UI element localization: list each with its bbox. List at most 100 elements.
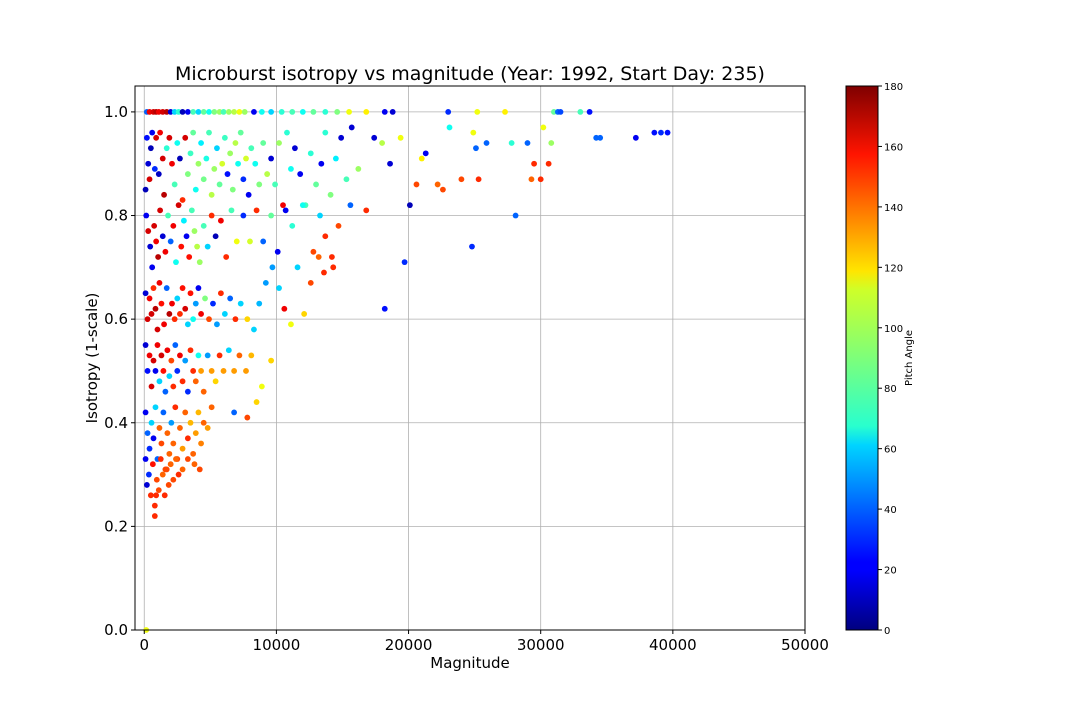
data-point xyxy=(162,248,169,255)
data-point xyxy=(268,357,275,364)
data-point xyxy=(167,238,174,245)
data-point xyxy=(153,492,160,499)
data-point xyxy=(597,134,604,141)
data-point xyxy=(192,300,199,307)
data-point xyxy=(155,254,162,260)
data-point xyxy=(228,207,235,214)
data-point xyxy=(159,233,166,240)
data-point xyxy=(278,109,285,115)
data-point xyxy=(406,202,413,209)
data-point xyxy=(172,342,179,348)
data-point xyxy=(224,171,231,177)
data-point xyxy=(502,109,508,115)
data-point xyxy=(200,176,207,183)
x-axis-label: Magnitude xyxy=(430,654,509,672)
data-point xyxy=(198,311,204,317)
data-point xyxy=(280,202,286,209)
data-point xyxy=(220,109,227,115)
data-point xyxy=(152,404,159,411)
data-point xyxy=(142,409,149,416)
data-point xyxy=(153,238,160,245)
data-point xyxy=(236,352,243,359)
data-point xyxy=(145,228,152,234)
data-point xyxy=(236,109,243,115)
colorbar-tick-label: 80 xyxy=(884,384,897,395)
data-point xyxy=(208,212,215,219)
data-point xyxy=(179,378,186,385)
data-point xyxy=(150,357,157,364)
data-point xyxy=(268,212,275,219)
data-point xyxy=(248,352,255,359)
data-point xyxy=(157,456,164,462)
data-point xyxy=(195,409,202,416)
data-point xyxy=(186,254,193,260)
data-point xyxy=(243,155,249,162)
data-point xyxy=(470,129,477,136)
data-point xyxy=(318,160,325,167)
data-point xyxy=(180,217,187,224)
data-point xyxy=(241,109,248,115)
data-point xyxy=(577,109,584,115)
data-point xyxy=(184,388,191,395)
data-point xyxy=(212,378,219,385)
data-point xyxy=(214,321,220,328)
data-point xyxy=(163,145,170,152)
data-point xyxy=(188,207,195,214)
data-point xyxy=(149,461,156,468)
data-point xyxy=(200,388,207,395)
data-point xyxy=(397,134,404,141)
data-point xyxy=(418,155,425,162)
data-point xyxy=(276,140,282,146)
data-point xyxy=(179,197,186,203)
data-point xyxy=(512,212,519,219)
colorbar: 0 20 40 60 80 100 120 140 160 180 Pitch Angle xyxy=(845,82,915,637)
data-point xyxy=(244,414,251,421)
data-point xyxy=(159,109,166,115)
y-tick-label: 1.0 xyxy=(104,103,128,121)
data-point xyxy=(175,471,182,478)
data-point xyxy=(173,456,179,462)
data-point xyxy=(264,171,271,177)
data-point xyxy=(187,419,194,426)
data-point xyxy=(179,285,186,291)
data-point xyxy=(147,243,154,250)
data-point xyxy=(177,352,183,359)
data-point xyxy=(178,243,185,250)
data-point xyxy=(192,186,199,193)
data-point xyxy=(343,176,350,183)
data-point xyxy=(260,140,267,146)
data-point xyxy=(206,316,212,323)
x-tick-label: 50000 xyxy=(781,636,829,654)
data-point xyxy=(252,160,259,167)
data-point xyxy=(229,186,236,193)
data-point xyxy=(162,388,169,395)
plot-frame xyxy=(134,85,806,631)
data-point xyxy=(158,440,165,447)
data-point xyxy=(184,109,191,115)
data-point xyxy=(170,476,177,483)
data-point xyxy=(165,482,172,488)
data-point xyxy=(191,461,198,468)
data-point xyxy=(232,140,239,146)
data-point xyxy=(146,176,153,183)
data-point xyxy=(145,160,152,167)
data-point xyxy=(474,109,481,115)
data-point xyxy=(153,134,160,141)
data-point xyxy=(330,264,337,271)
data-point xyxy=(190,129,197,136)
data-point xyxy=(161,492,168,499)
data-point xyxy=(537,176,544,183)
data-point xyxy=(446,124,453,131)
data-point xyxy=(232,316,239,323)
data-point xyxy=(211,165,218,172)
data-point xyxy=(166,373,173,380)
data-point xyxy=(262,279,269,286)
data-point xyxy=(458,176,465,183)
data-point xyxy=(155,109,162,115)
data-point xyxy=(195,160,202,167)
x-tick-label: 10000 xyxy=(253,636,301,654)
data-point xyxy=(177,155,183,162)
data-point xyxy=(225,347,232,354)
data-point xyxy=(332,155,339,162)
data-point xyxy=(217,290,224,297)
